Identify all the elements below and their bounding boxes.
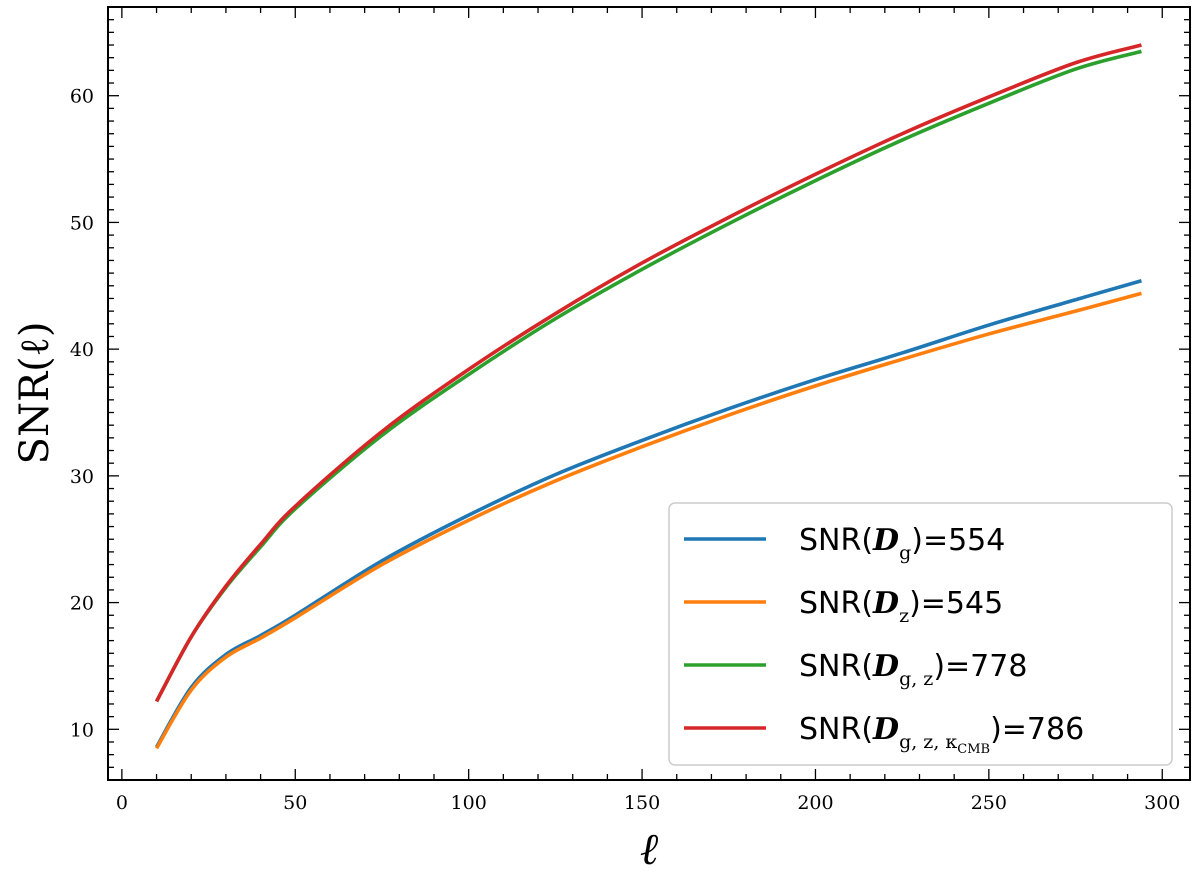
- x-tick-label: 150: [624, 792, 660, 814]
- legend-label-subsubscript: CMB: [957, 742, 990, 757]
- legend-label-prefix: SNR(: [799, 586, 873, 621]
- legend-item-gz: SNR(Dg, z)=778: [684, 649, 1027, 690]
- legend-label-symbol: D: [872, 649, 899, 684]
- legend-label: SNR(Dg)=554: [799, 523, 1005, 564]
- x-tick-label: 250: [971, 792, 1007, 814]
- legend-label-prefix: SNR(: [799, 649, 873, 684]
- series-line-gzk: [154, 43, 1142, 703]
- legend-label-suffix: )=545: [909, 586, 1003, 621]
- legend-label: SNR(Dz)=545: [799, 586, 1003, 627]
- legend-label-prefix: SNR(: [799, 523, 873, 558]
- legend-item-z: SNR(Dz)=545: [684, 586, 1003, 627]
- legend-label-symbol: D: [872, 586, 899, 621]
- x-tick-label: 100: [451, 792, 487, 814]
- legend-item-gzk: SNR(Dg, z, κCMB)=786: [684, 712, 1084, 757]
- legend-label-prefix: SNR(: [799, 712, 873, 747]
- y-tick-label: 40: [70, 339, 94, 361]
- legend-label: SNR(Dg, z, κCMB)=786: [799, 712, 1084, 757]
- y-tick-label: 10: [70, 719, 94, 741]
- y-tick-label: 20: [70, 593, 94, 615]
- legend-label-symbol: D: [872, 712, 899, 747]
- y-tick-label: 50: [70, 212, 94, 234]
- series-line-z: [155, 291, 1142, 750]
- legend-label-subscript: g, z: [899, 668, 933, 690]
- series-line-g: [154, 278, 1142, 748]
- x-axis-title: ℓ: [640, 824, 659, 875]
- y-axis-title: SNR(ℓ): [12, 322, 58, 465]
- legend-label-suffix: )=778: [933, 649, 1027, 684]
- series-lines: [154, 43, 1142, 750]
- x-tick-label: 0: [116, 792, 128, 814]
- legend-label-subscript: z: [899, 605, 909, 627]
- legend-label-symbol: D: [872, 523, 899, 558]
- legend-label-subscript: g: [899, 542, 911, 564]
- x-tick-label: 200: [797, 792, 833, 814]
- plot-frame: [107, 6, 1191, 781]
- legend-label-suffix: )=786: [990, 712, 1084, 747]
- legend-label: SNR(Dg, z)=778: [799, 649, 1027, 690]
- legend-box: [668, 502, 1173, 766]
- legend-label-subscript: g, z, κ: [899, 731, 957, 753]
- y-tick-label: 30: [70, 466, 94, 488]
- legend-item-g: SNR(Dg)=554: [684, 523, 1005, 564]
- x-tick-label: 300: [1144, 792, 1180, 814]
- legend-label-suffix: )=554: [911, 523, 1005, 558]
- x-tick-label: 50: [283, 792, 307, 814]
- y-tick-label: 60: [70, 86, 94, 108]
- y-axis: 10 20 30 40 50 60: [70, 19, 1190, 781]
- x-axis: 0 50 100 150 200 250 300: [116, 7, 1180, 814]
